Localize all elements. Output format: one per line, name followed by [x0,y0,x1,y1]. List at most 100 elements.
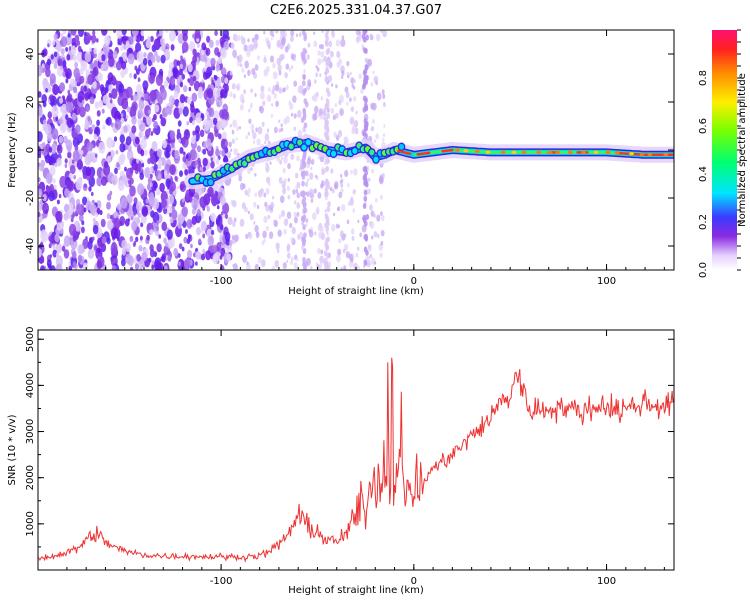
noise-blob [89,47,92,52]
noise-blob [257,55,260,61]
noise-streak [302,155,306,161]
noise-blob [180,55,183,60]
noise-blob [353,168,358,176]
noise-blob [210,161,215,169]
noise-blob [214,251,221,261]
noise-blob [214,129,219,138]
noise-blob [373,231,378,238]
noise-blob [77,244,84,255]
noise-blob [293,126,297,131]
noise-blob [224,77,229,84]
snr-plot-area [38,330,674,570]
noise-blob [134,263,139,270]
noise-streak [303,266,307,270]
noise-blob [186,96,192,105]
noise-blob [315,72,319,78]
figure-title: C2E6.2025.331.04.37.G07 [270,3,442,18]
noise-blob [119,142,126,153]
noise-blob [127,255,134,267]
noise-blob [221,109,229,121]
noise-blob [92,66,99,77]
noise-blob [265,225,269,232]
noise-blob [77,45,82,53]
noise-blob [370,102,375,110]
ridge-blob [367,148,376,157]
noise-blob [138,132,142,139]
noise-blob [78,30,84,38]
noise-blob [287,177,290,182]
noise-streak [325,67,329,73]
noise-blob [156,55,161,63]
noise-blob [266,40,271,48]
noise-blob [283,118,288,125]
noise-blob [277,64,282,72]
noise-blob [313,31,316,35]
noise-blob [340,182,343,187]
noise-blob [113,211,118,219]
noise-blob [84,183,87,189]
noise-blob [106,201,111,210]
noise-blob [285,85,289,90]
noise-blob [292,189,296,195]
colorbar-tick-label: 0.6 [698,118,709,134]
noise-blob [86,141,93,153]
noise-blob [45,78,48,83]
noise-blob [45,88,48,93]
noise-blob [247,167,251,175]
noise-blob [379,30,384,33]
noise-blob [341,35,345,40]
noise-blob [258,106,263,112]
noise-blob [70,78,76,87]
noise-blob [278,128,282,133]
noise-blob [336,61,341,68]
noise-blob [153,120,159,129]
noise-blob [147,59,152,67]
noise-blob [182,49,185,54]
noise-blob [245,233,249,240]
noise-blob [118,83,125,94]
noise-blob [242,183,246,189]
noise-blob [318,231,323,239]
noise-blob [161,221,167,231]
noise-blob [220,41,225,48]
noise-blob [119,216,126,226]
noise-blob [207,235,215,247]
noise-blob [107,219,114,230]
noise-blob [260,85,265,93]
noise-blob [222,30,229,39]
noise-streak [324,116,328,123]
noise-blob [373,139,377,144]
noise-blob [195,250,201,260]
noise-blob [216,120,222,130]
noise-blob [181,198,185,203]
noise-blob [330,107,335,114]
noise-streak [303,98,308,105]
noise-blob [356,38,360,44]
noise-blob [127,150,133,159]
noise-blob [116,60,122,71]
noise-blob [250,167,253,171]
noise-blob [314,231,317,236]
noise-blob [65,47,68,52]
noise-blob [149,154,156,165]
noise-blob [215,87,222,98]
noise-blob [197,145,201,153]
noise-blob [134,65,138,71]
noise-blob [91,191,94,197]
noise-blob [246,261,249,266]
noise-blob [346,60,350,67]
noise-blob [307,42,311,48]
noise-blob [317,58,322,66]
noise-blob [286,243,291,251]
noise-blob [133,240,137,246]
noise-blob [186,218,193,229]
noise-blob [85,200,92,211]
noise-blob [40,242,43,247]
noise-blob [149,249,155,258]
noise-blob [331,223,336,232]
noise-blob [140,149,145,157]
noise-blob [95,153,98,158]
noise-blob [278,119,281,124]
noise-streak [301,30,306,36]
noise-blob [251,129,255,134]
